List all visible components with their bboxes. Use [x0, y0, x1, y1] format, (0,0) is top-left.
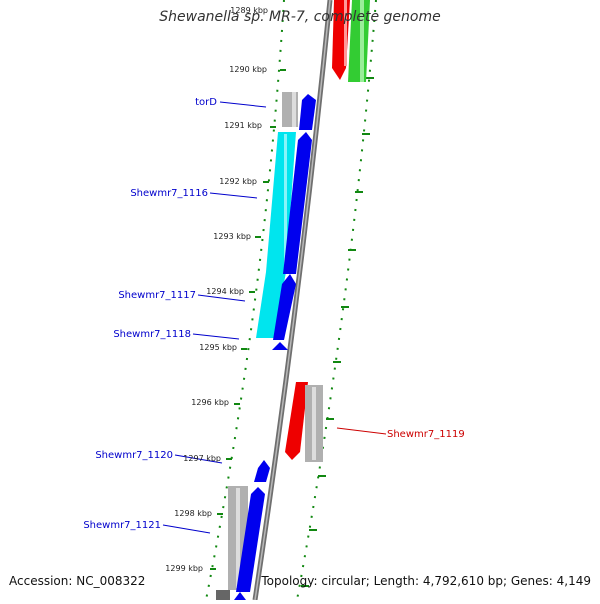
reverse-gene-1119 — [285, 382, 308, 460]
reverse-gene-top-shade — [344, 0, 347, 66]
tick-label: 1290 kbp — [229, 65, 267, 74]
accession-label: Accession: NC_008322 — [9, 574, 146, 588]
tick-label: 1298 kbp — [174, 509, 212, 518]
tick-label: 1292 kbp — [219, 177, 257, 186]
tick-label: 1294 kbp — [206, 287, 244, 296]
gene-label-1116: Shewmr7_1116 — [130, 188, 208, 199]
connector-1120 — [174, 454, 223, 464]
forward-gene-1117 — [273, 274, 296, 340]
label-connectors — [162, 101, 387, 534]
map-title: Shewanella sp. MR-7, complete genome — [159, 9, 441, 25]
forward-gene-tord — [299, 94, 316, 130]
forward-gene-1116 — [283, 132, 312, 274]
forward-gene-1120 — [254, 460, 270, 482]
connector-tord — [219, 101, 267, 108]
grey-gene-1121-shade — [236, 488, 240, 588]
genome-backbone-highlight — [254, 0, 331, 601]
outer-dotted-ring — [296, 0, 377, 601]
connector-1116 — [209, 192, 258, 199]
gene-label-1120: Shewmr7_1120 — [95, 450, 173, 461]
forward-gene-1121 — [236, 487, 265, 592]
connector-1121 — [162, 524, 211, 534]
tick-label: 1289 kbp — [230, 6, 268, 15]
gene-label-tord: torD — [195, 97, 217, 108]
tick-label: 1296 kbp — [191, 398, 229, 407]
tick-label: 1299 kbp — [165, 564, 203, 573]
gene-label-1119: Shewmr7_1119 — [387, 429, 465, 440]
forward-gene-bottom — [234, 592, 246, 600]
tick-label: 1293 kbp — [213, 232, 251, 241]
forward-gene-1118 — [272, 342, 288, 350]
tick-label: 1291 kbp — [224, 121, 262, 130]
connector-1118 — [192, 333, 240, 340]
tick-label: 1295 kbp — [199, 343, 237, 352]
grey-gene-1119-shade — [312, 387, 316, 460]
green-track-gene-top-shade — [360, 0, 364, 82]
gene-label-1117: Shewmr7_1117 — [118, 290, 196, 301]
dark-gene-bottom — [216, 590, 230, 600]
genome-summary: Topology: circular; Length: 4,792,610 bp… — [261, 574, 591, 588]
cyan-gene-1117 — [256, 272, 286, 338]
inner-dotted-ring — [205, 0, 285, 601]
cyan-gene-1116-shade — [284, 134, 287, 270]
gene-label-1118: Shewmr7_1118 — [113, 329, 191, 340]
outer-ring-ticks — [301, 77, 374, 587]
connector-1119 — [336, 427, 387, 435]
tick-label: 1297 kbp — [183, 454, 221, 463]
grey-gene-tord-shade — [292, 92, 296, 127]
connector-1117 — [197, 294, 246, 302]
green-track-gene-top — [348, 0, 370, 82]
gene-label-1121: Shewmr7_1121 — [83, 520, 161, 531]
inner-ring-ticks — [210, 69, 286, 570]
